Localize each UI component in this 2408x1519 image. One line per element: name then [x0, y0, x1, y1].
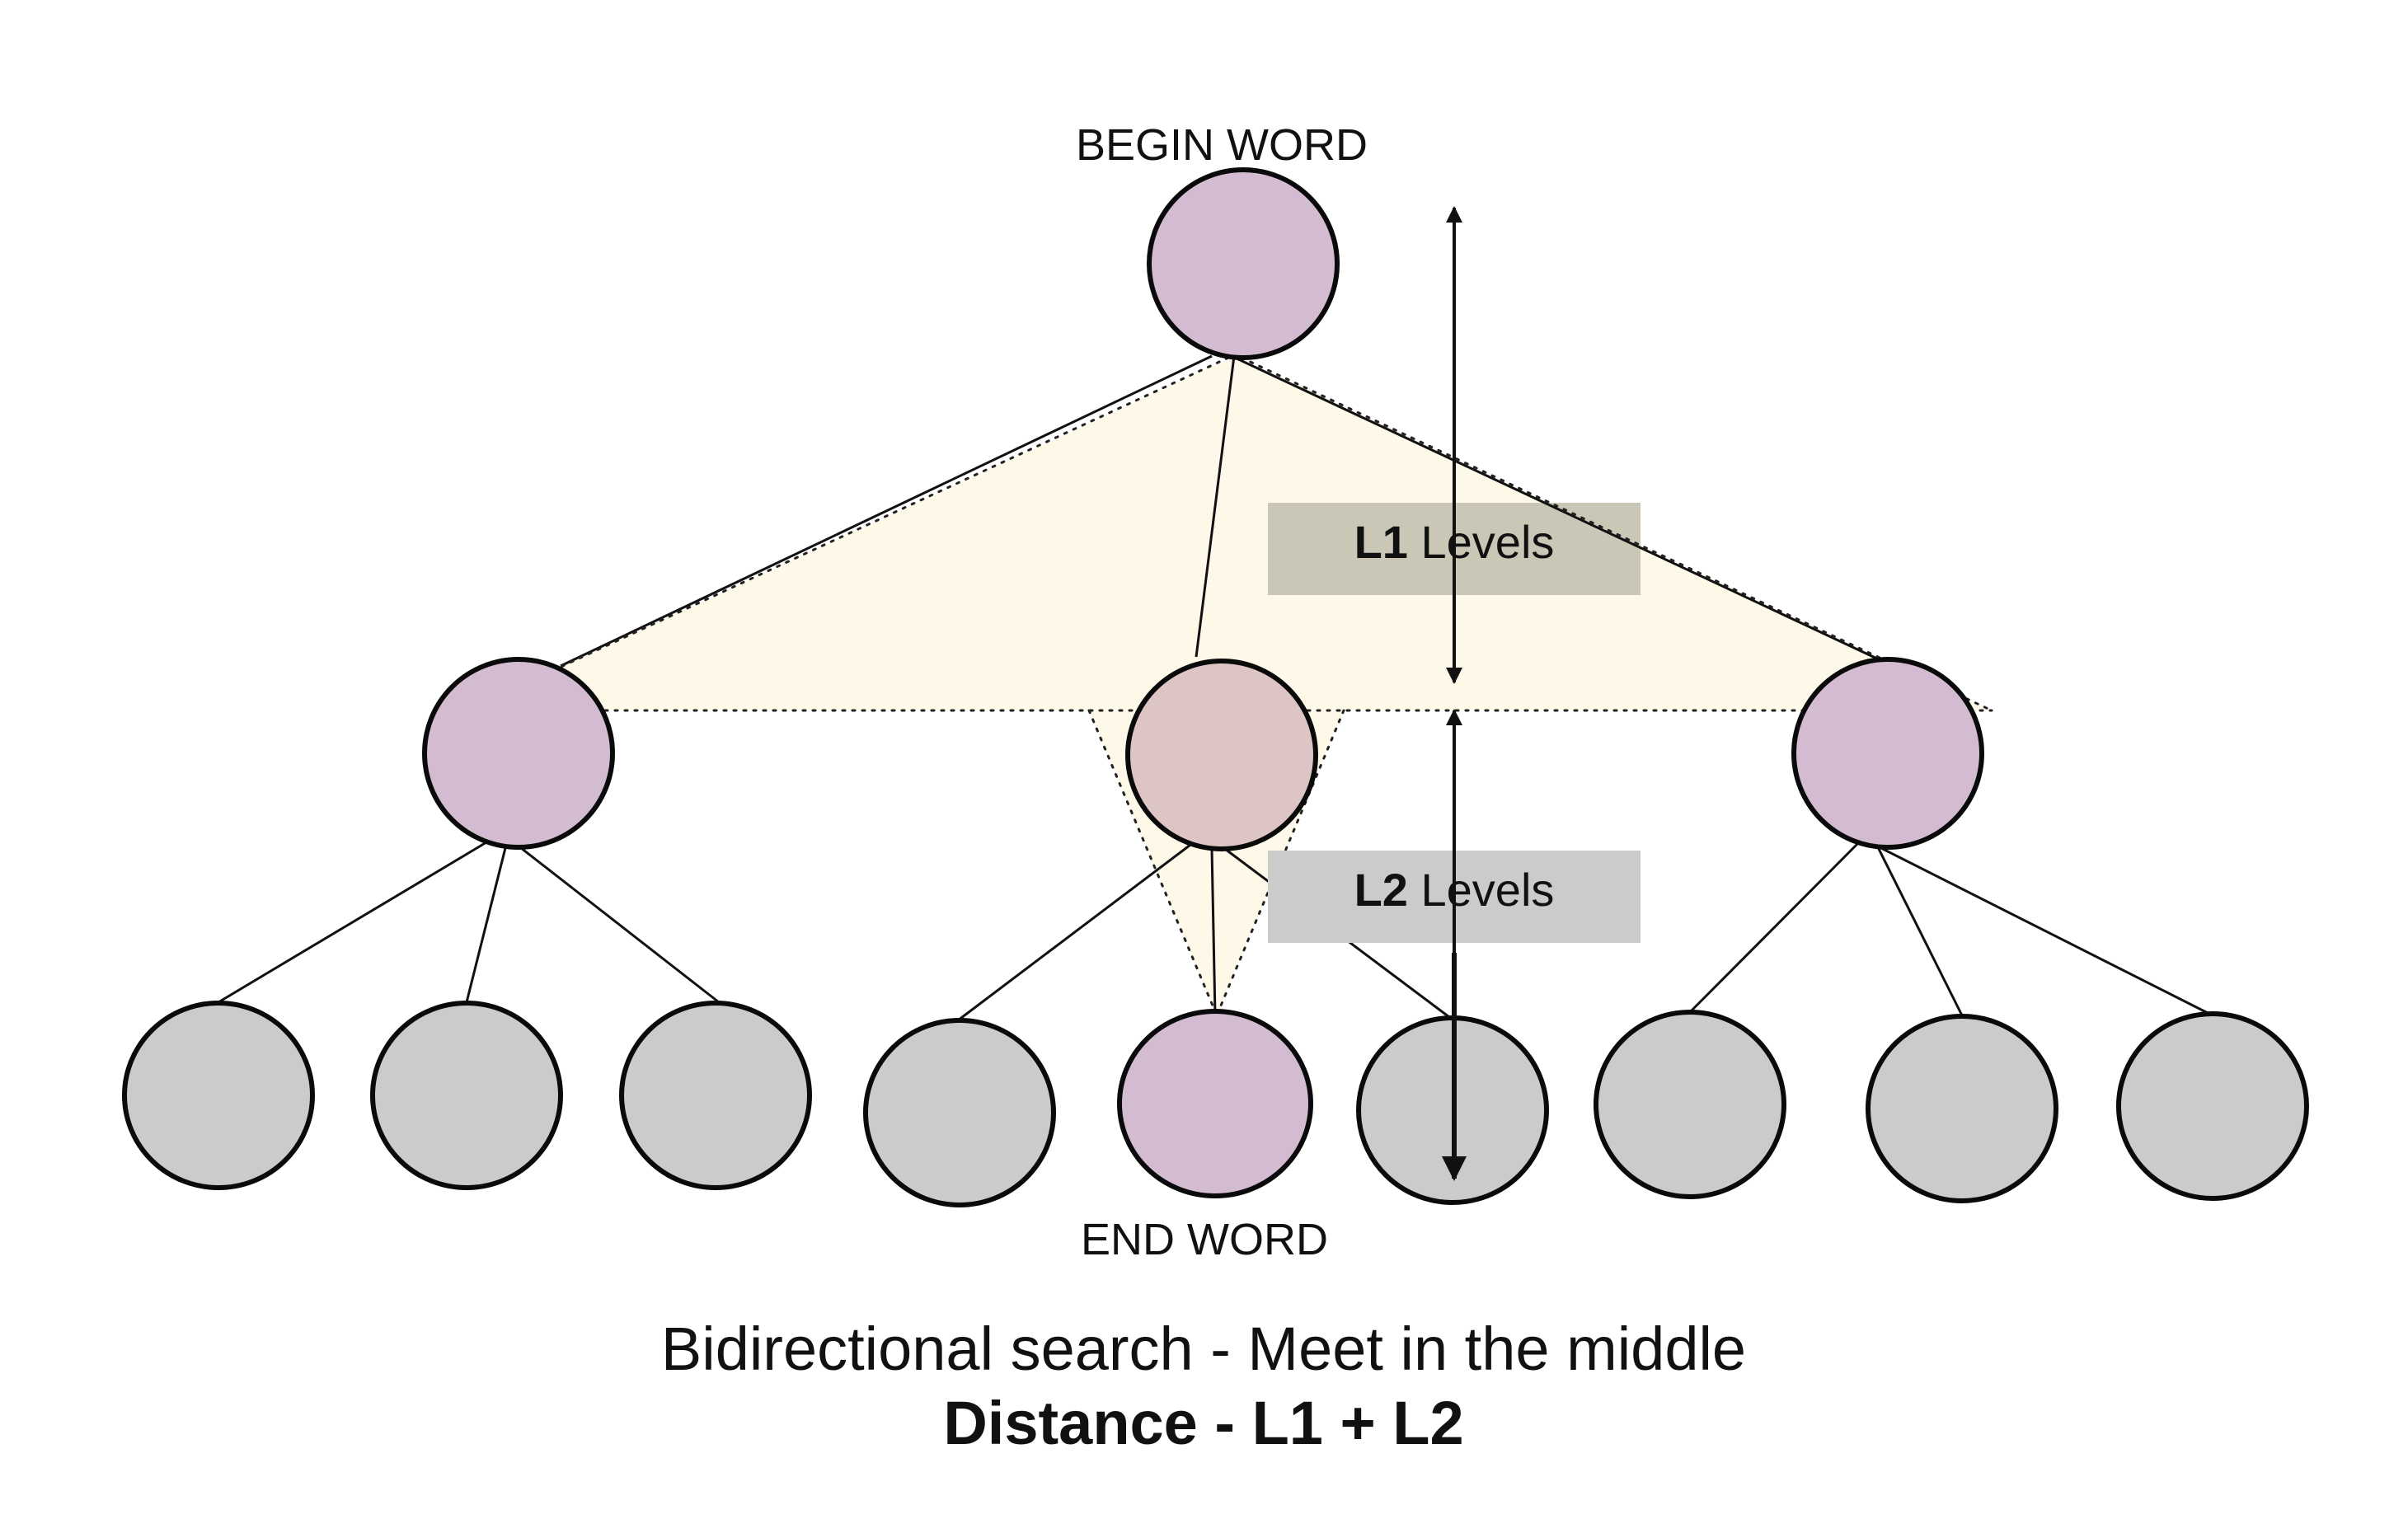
edge-left-leaf2	[465, 844, 508, 1003]
edge-middle-leaf4	[957, 841, 1195, 1022]
edge-left-leaf3	[516, 843, 720, 1004]
edge-right-leaf8	[1876, 846, 1964, 1016]
caption-distance: Distance - L1 + L2	[943, 1389, 1463, 1457]
begin-word-node	[1147, 167, 1340, 360]
leaf-node-1	[122, 1001, 315, 1190]
leaf-node-3	[619, 1001, 812, 1190]
begin-word-label: BEGIN WORD	[1076, 120, 1368, 170]
leaf-node-8	[1866, 1014, 2058, 1203]
forward-frontier-left-outline	[465, 356, 1230, 712]
edge-root-right	[1234, 356, 1894, 668]
forward-search-region	[467, 356, 1992, 710]
edge-root-left	[560, 354, 1213, 668]
leaf-node-2	[370, 1001, 563, 1190]
caption-title: Bidirectional search - Meet in the middl…	[661, 1315, 1746, 1383]
l2-levels-label: L2 Levels	[1354, 864, 1555, 916]
forward-frontier-right-outline	[1240, 356, 1993, 712]
level1-node-right	[1791, 657, 1984, 850]
end-word-node	[1117, 1009, 1313, 1198]
leaf-node-9	[2116, 1011, 2309, 1201]
l1-levels-label: L1 Levels	[1354, 516, 1555, 568]
edge-root-middle	[1195, 355, 1236, 658]
edge-right-leaf7	[1688, 842, 1860, 1014]
level1-node-middle-meet	[1125, 659, 1318, 851]
edge-middle-leaf5	[1210, 848, 1217, 1016]
edge-right-leaf9	[1879, 846, 2213, 1017]
end-word-label: END WORD	[1081, 1215, 1328, 1264]
leaf-node-7	[1594, 1010, 1786, 1199]
edge-left-leaf1	[218, 841, 487, 1004]
leaf-node-4	[863, 1018, 1056, 1207]
level1-node-left	[422, 657, 615, 850]
